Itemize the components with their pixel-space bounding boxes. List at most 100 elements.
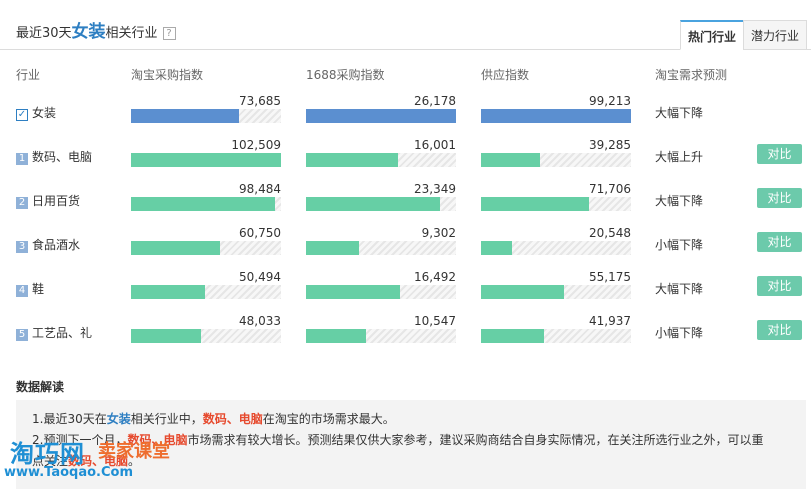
taobao-index-bar — [131, 197, 275, 211]
supply-index-bar — [481, 329, 544, 343]
table-row: 3 食品酒水 60,750 9,302 20,548 小幅下降 对比 — [0, 226, 811, 270]
industry-name: 女装 — [32, 106, 57, 120]
interpretation-line-1: 1.最近30天在女装相关行业中，数码、电脑在淘宝的市场需求最大。 — [32, 410, 395, 428]
supply-index-value: 39,285 — [589, 138, 631, 152]
alibaba-index-value: 9,302 — [421, 226, 456, 240]
alibaba-index-cell: 10,547 — [306, 314, 456, 358]
supply-index-bar-track — [481, 109, 631, 123]
help-icon[interactable]: ? — [162, 27, 176, 40]
table-row: 1 数码、电脑 102,509 16,001 39,285 大幅上升 对比 — [0, 138, 811, 182]
alibaba-index-bar-track — [306, 197, 456, 211]
line1-a: 1.最近30天在 — [32, 412, 107, 426]
table-row: ✓ 女装 73,685 26,178 99,213 大幅下降 — [0, 94, 811, 138]
taobao-index-bar-track — [131, 197, 281, 211]
alibaba-index-cell: 26,178 — [306, 94, 456, 138]
compare-button[interactable]: 对比 — [757, 320, 802, 340]
line1-c: 相关行业中， — [130, 412, 203, 426]
industry-tabs: 热门行业 潜力行业 — [679, 20, 807, 50]
alibaba-index-bar-track — [306, 241, 456, 255]
forecast-text: 小幅下降 — [655, 326, 704, 340]
watermark-sub: 卖家课堂 — [98, 441, 170, 462]
supply-index-cell: 55,175 — [481, 270, 631, 314]
alibaba-index-bar — [306, 153, 398, 167]
supply-index-value: 99,213 — [589, 94, 631, 108]
row-industry-label: 2 日用百货 — [16, 192, 80, 209]
taobao-index-value: 60,750 — [239, 226, 281, 240]
forecast-text: 大幅下降 — [655, 106, 704, 120]
industry-name: 日用百货 — [32, 194, 81, 208]
supply-index-cell: 20,548 — [481, 226, 631, 270]
compare-button[interactable]: 对比 — [757, 188, 802, 208]
forecast-text: 大幅下降 — [655, 194, 704, 208]
supply-index-cell: 99,213 — [481, 94, 631, 138]
supply-index-value: 20,548 — [589, 226, 631, 240]
taobao-index-value: 73,685 — [239, 94, 281, 108]
compare-button[interactable]: 对比 — [757, 144, 802, 164]
taobao-index-cell: 48,033 — [131, 314, 281, 358]
alibaba-index-value: 23,349 — [414, 182, 456, 196]
taobao-index-cell: 50,494 — [131, 270, 281, 314]
watermark-url: www.Taoqao.Com — [4, 465, 133, 480]
supply-index-cell: 39,285 — [481, 138, 631, 182]
alibaba-index-value: 10,547 — [414, 314, 456, 328]
column-header-supply-index: 供应指数 — [481, 68, 530, 82]
tab-potential-industry[interactable]: 潜力行业 — [742, 20, 807, 50]
industry-name: 数码、电脑 — [32, 150, 93, 164]
line1-d: 数码、电脑 — [202, 412, 263, 426]
rank-badge: 1 — [16, 153, 28, 165]
industry-name: 鞋 — [32, 282, 45, 296]
supply-index-bar — [481, 109, 631, 123]
taobao-index-cell: 73,685 — [131, 94, 281, 138]
row-industry-label: 3 食品酒水 — [16, 236, 80, 253]
supply-index-bar-track — [481, 153, 631, 167]
supply-index-cell: 41,937 — [481, 314, 631, 358]
row-industry-label: ✓ 女装 — [16, 104, 56, 121]
column-header-taobao-index: 淘宝采购指数 — [131, 68, 204, 82]
rank-badge: 4 — [16, 285, 28, 297]
taobao-index-value: 102,509 — [231, 138, 281, 152]
taobao-index-cell: 98,484 — [131, 182, 281, 226]
alibaba-index-cell: 9,302 — [306, 226, 456, 270]
taobao-index-bar — [131, 285, 205, 299]
taobao-index-bar-track — [131, 109, 281, 123]
table-row: 2 日用百货 98,484 23,349 71,706 大幅下降 对比 — [0, 182, 811, 226]
column-header-forecast: 淘宝需求预测 — [655, 68, 728, 82]
title-prefix: 最近30天 — [16, 26, 72, 41]
supply-index-bar — [481, 285, 564, 299]
forecast-text: 大幅下降 — [655, 282, 704, 296]
table-row: 5 工艺品、礼 48,033 10,547 41,937 小幅下降 对比 — [0, 314, 811, 358]
taobao-index-bar-track — [131, 329, 281, 343]
row-industry-label: 5 工艺品、礼 — [16, 324, 92, 341]
taobao-index-bar — [131, 109, 239, 123]
title-highlight: 女装 — [71, 22, 106, 42]
table-row: 4 鞋 50,494 16,492 55,175 大幅下降 对比 — [0, 270, 811, 314]
taobao-index-value: 50,494 — [239, 270, 281, 284]
taobao-index-bar — [131, 153, 281, 167]
line3-c: 。 — [128, 454, 141, 468]
alibaba-index-cell: 16,492 — [306, 270, 456, 314]
taobao-index-cell: 60,750 — [131, 226, 281, 270]
rank-badge: 2 — [16, 197, 28, 209]
header: 最近30天女装相关行业? 热门行业 潜力行业 — [0, 0, 811, 50]
column-header-industry: 行业 — [16, 68, 41, 82]
compare-button[interactable]: 对比 — [757, 232, 802, 252]
alibaba-index-bar — [306, 197, 440, 211]
alibaba-index-cell: 16,001 — [306, 138, 456, 182]
tab-hot-industry[interactable]: 热门行业 — [679, 20, 744, 50]
compare-button[interactable]: 对比 — [757, 276, 802, 296]
interpretation-panel: 1.最近30天在女装相关行业中，数码、电脑在淘宝的市场需求最大。 2.预测下一个… — [16, 400, 806, 489]
line2-c: 市场需求有较大增长。预测结果仅供大家参考，建议采购商结合自身实际情况，在关注所选… — [187, 433, 764, 447]
forecast-text: 小幅下降 — [655, 238, 704, 252]
alibaba-index-cell: 23,349 — [306, 182, 456, 226]
column-header-1688-index: 1688采购指数 — [306, 68, 385, 82]
alibaba-index-value: 16,492 — [414, 270, 456, 284]
line3-b: 数码、电脑 — [68, 454, 129, 468]
supply-index-bar-track — [481, 197, 631, 211]
checkbox-icon[interactable]: ✓ — [16, 109, 28, 121]
supply-index-cell: 71,706 — [481, 182, 631, 226]
supply-index-value: 55,175 — [589, 270, 631, 284]
supply-index-value: 41,937 — [589, 314, 631, 328]
alibaba-index-value: 16,001 — [414, 138, 456, 152]
alibaba-index-value: 26,178 — [414, 94, 456, 108]
